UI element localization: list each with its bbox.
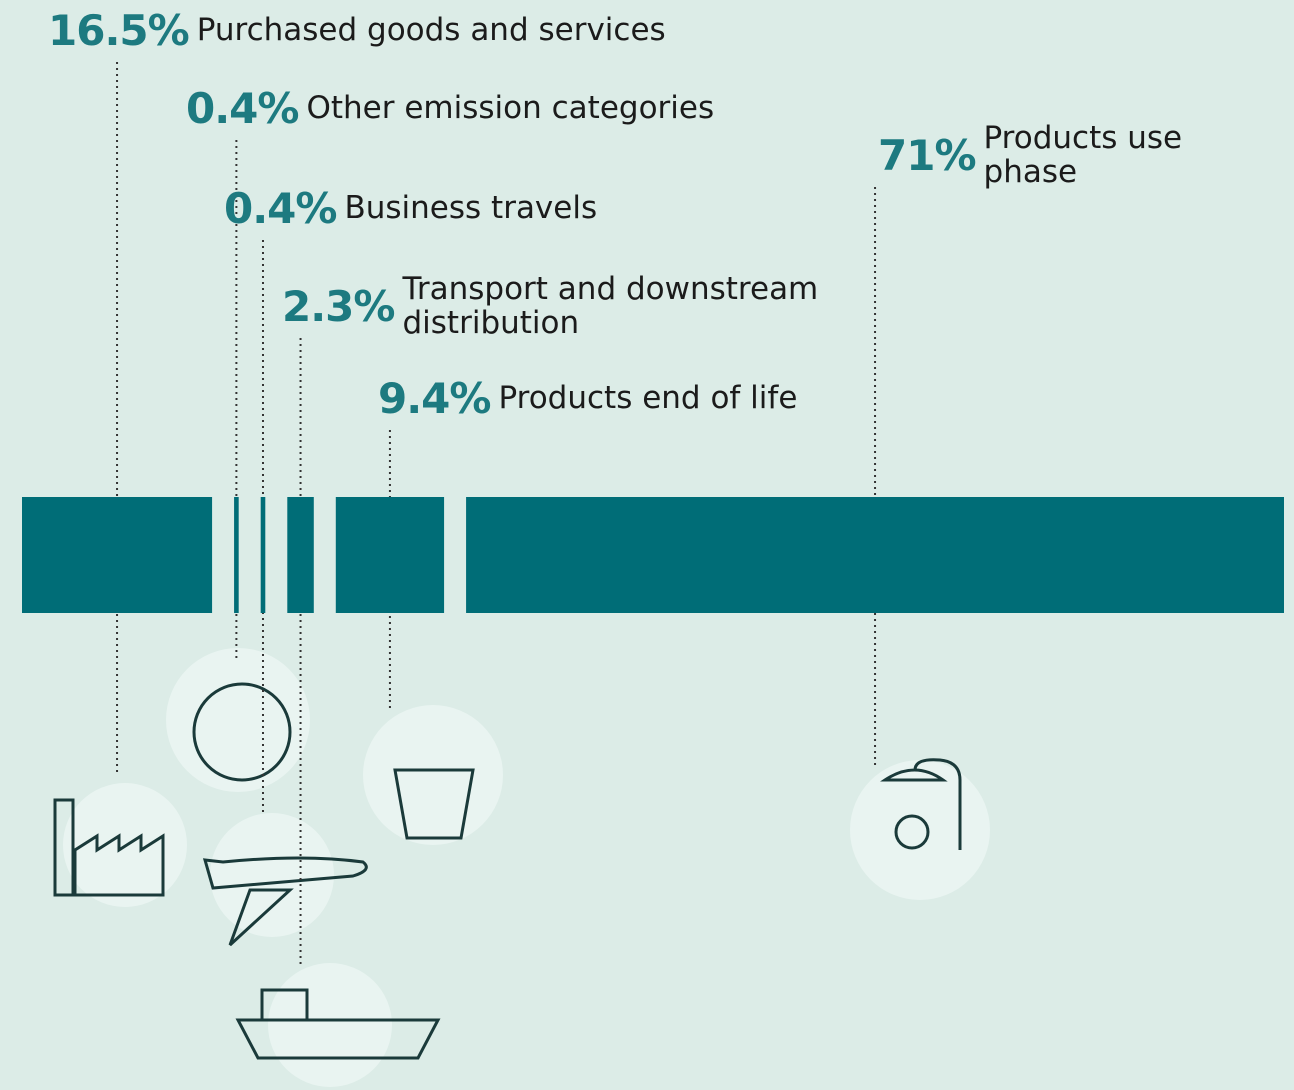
segment-label: 2.3% Transport and downstream distributio…	[282, 272, 882, 340]
icons	[53, 648, 990, 1087]
bar-segment	[335, 497, 445, 613]
plane	[202, 856, 368, 947]
shower-icon	[850, 760, 990, 900]
shower	[880, 758, 962, 850]
value-label: 0.4%	[186, 83, 299, 133]
value-label: 0.4%	[224, 183, 337, 233]
category-label: Business travels	[344, 189, 598, 226]
bar-segment	[22, 497, 213, 613]
value-label: 2.3%	[282, 281, 395, 331]
segment-label: 71% Products use phase	[878, 121, 1184, 189]
segment-label: 0.4% Business travels	[224, 178, 597, 238]
ship-icon	[268, 963, 392, 1087]
category-label: Products use phase	[983, 119, 1183, 190]
and-circle	[192, 682, 292, 782]
segment-label: 9.4% Products end of life	[378, 368, 797, 428]
value-label: 71%	[878, 130, 977, 180]
bar-segment	[287, 497, 314, 613]
segment-label: 0.4% Other emission categories	[186, 78, 714, 138]
bar-segment	[234, 497, 239, 613]
bin-icon	[363, 705, 503, 845]
segment-label: 16.5% Purchased goods and services	[48, 0, 666, 60]
category-label: Other emission categories	[306, 89, 715, 126]
ship	[235, 988, 441, 1060]
value-label: 16.5%	[48, 5, 190, 55]
category-label: Purchased goods and services	[196, 11, 666, 48]
bar-segment	[260, 497, 266, 613]
value-label: 9.4%	[378, 373, 491, 423]
plane-icon	[210, 813, 334, 937]
category-label: Transport and downstream distribution	[402, 270, 819, 341]
person	[894, 814, 930, 850]
category-label: Products end of life	[498, 379, 798, 416]
factory-chimney	[53, 798, 75, 897]
bar-segment	[466, 497, 1285, 613]
factory-body	[73, 833, 165, 897]
bin	[393, 768, 475, 840]
